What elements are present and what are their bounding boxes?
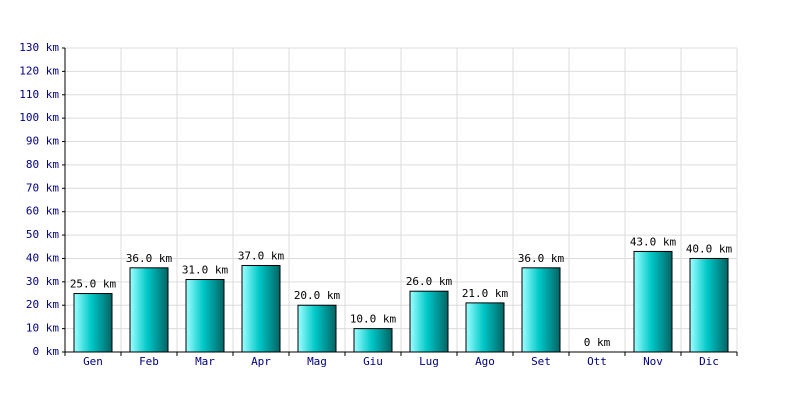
x-tick-label: Ago bbox=[475, 355, 495, 368]
y-tick-label: 100 km bbox=[19, 111, 59, 124]
bar bbox=[353, 328, 393, 353]
value-label: 0 km bbox=[584, 336, 611, 349]
y-tick-label: 30 km bbox=[26, 275, 59, 288]
bar bbox=[409, 290, 449, 353]
value-label: 25.0 km bbox=[70, 278, 117, 291]
value-label: 43.0 km bbox=[630, 235, 677, 248]
y-tick-label: 70 km bbox=[26, 181, 59, 194]
value-label: 10.0 km bbox=[350, 313, 397, 326]
value-label: 36.0 km bbox=[126, 252, 173, 265]
y-tick-label: 40 km bbox=[26, 251, 59, 264]
x-tick-label: Apr bbox=[251, 355, 271, 368]
value-label: 26.0 km bbox=[406, 275, 453, 288]
x-tick-label: Giu bbox=[363, 355, 383, 368]
value-label: 21.0 km bbox=[462, 287, 509, 300]
bar bbox=[73, 293, 113, 353]
y-tick-label: 10 km bbox=[26, 322, 59, 335]
y-tick-label: 20 km bbox=[26, 298, 59, 311]
value-label: 36.0 km bbox=[518, 252, 565, 265]
y-tick-label: 110 km bbox=[19, 88, 59, 101]
bar bbox=[185, 279, 225, 353]
bar bbox=[521, 267, 561, 353]
value-label: 37.0 km bbox=[238, 249, 285, 262]
x-tick-label: Mar bbox=[195, 355, 215, 368]
x-tick-label: Nov bbox=[643, 355, 663, 368]
y-tick-label: 0 km bbox=[33, 345, 60, 358]
value-label: 31.0 km bbox=[182, 264, 229, 277]
x-tick-label: Set bbox=[531, 355, 551, 368]
bar bbox=[633, 250, 673, 353]
bar bbox=[297, 304, 337, 353]
y-tick-label: 80 km bbox=[26, 158, 59, 171]
bar bbox=[129, 267, 169, 353]
x-tick-label: Ott bbox=[587, 355, 607, 368]
value-label: 20.0 km bbox=[294, 289, 341, 302]
y-tick-label: 50 km bbox=[26, 228, 59, 241]
bar bbox=[465, 302, 505, 353]
y-tick-label: 60 km bbox=[26, 205, 59, 218]
x-tick-label: Dic bbox=[699, 355, 719, 368]
x-tick-label: Lug bbox=[419, 355, 439, 368]
x-tick-label: Mag bbox=[307, 355, 327, 368]
value-label: 40.0 km bbox=[686, 242, 733, 255]
y-tick-label: 130 km bbox=[19, 41, 59, 54]
x-tick-label: Feb bbox=[139, 355, 159, 368]
bar bbox=[241, 264, 281, 353]
bar bbox=[689, 257, 729, 353]
y-tick-label: 90 km bbox=[26, 135, 59, 148]
x-tick-label: Gen bbox=[83, 355, 103, 368]
y-tick-label: 120 km bbox=[19, 64, 59, 77]
